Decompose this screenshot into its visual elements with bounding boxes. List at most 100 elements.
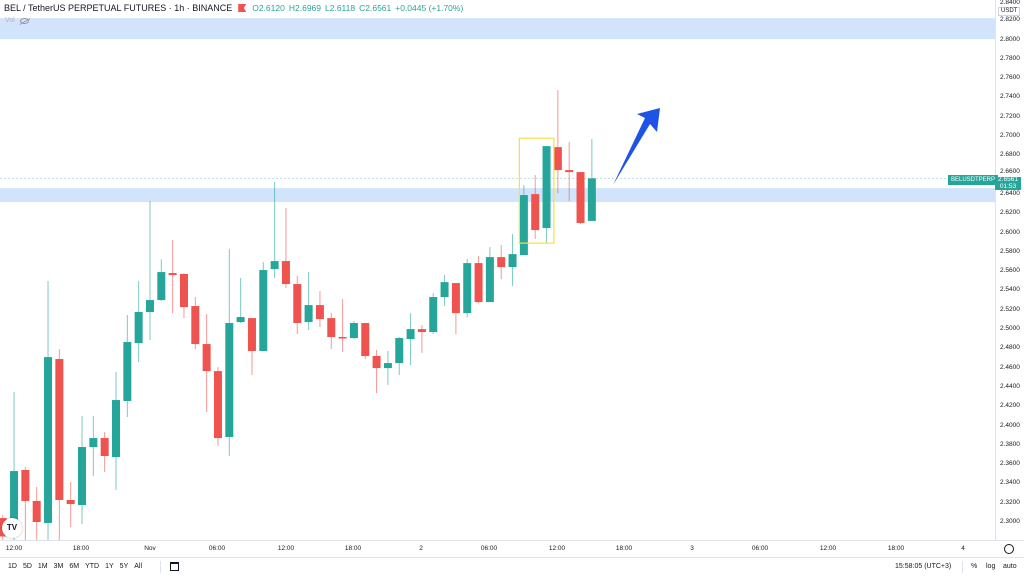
price-tick: 2.3400 — [1000, 479, 1020, 487]
candle-down — [531, 194, 540, 231]
range-5y[interactable]: 5Y — [119, 563, 129, 570]
time-tick: 12:00 — [5, 545, 23, 552]
candle-down — [417, 329, 426, 333]
candle-down — [338, 337, 347, 339]
candle-up — [225, 323, 234, 437]
candle-up — [89, 438, 98, 448]
time-tick: 18:00 — [887, 545, 905, 552]
price-tick: 2.7400 — [1000, 93, 1020, 101]
symbol-title[interactable]: BEL / TetherUS PERPETUAL FUTURES · 1h · … — [4, 3, 233, 13]
price-tick: 2.3000 — [1000, 518, 1020, 525]
range-6m[interactable]: 6M — [69, 563, 80, 570]
time-tick: 12:00 — [819, 545, 837, 552]
time-axis[interactable]: 12:00 18:00 Nov 06:00 12:00 18:00 2 06:00 12:00 1… — [0, 540, 1024, 557]
tradingview-logo[interactable]: TV — [2, 518, 22, 538]
price-tick: 2.3200 — [1000, 498, 1020, 506]
time-tick: 2 — [419, 545, 423, 552]
range-1m[interactable]: 1M — [37, 563, 48, 570]
up-arrow-drawing — [613, 108, 660, 185]
candle-down — [179, 273, 188, 308]
candle-down — [55, 359, 64, 500]
change-value: +0.0445 (+1.70%) — [395, 3, 464, 13]
eye-hidden-icon[interactable] — [19, 17, 29, 24]
clock[interactable]: 15:58:05 (UTC+3) — [895, 563, 952, 570]
candle-up — [145, 300, 154, 313]
candle-down — [21, 469, 30, 501]
time-tick: 18:00 — [72, 545, 90, 552]
candle-down — [66, 499, 75, 505]
highlight-box — [518, 137, 555, 244]
candle-up — [259, 270, 268, 352]
bottom-toolbar: 1D 5D 1M 3M 6M YTD 1Y 5Y All 15:58:05 (UTC+3) % … — [0, 557, 1024, 576]
time-tick: 06:00 — [751, 545, 769, 552]
range-ytd[interactable]: YTD — [85, 563, 100, 570]
price-tick: 2.7000 — [1000, 132, 1020, 139]
price-tick: 2.8200 — [1000, 16, 1020, 24]
candle-up — [10, 471, 19, 537]
calendar-goto-icon[interactable] — [170, 562, 179, 571]
price-tick: 2.4400 — [1000, 382, 1020, 390]
candle-up — [587, 178, 596, 221]
candle-up — [157, 272, 166, 301]
range-3m[interactable]: 3M — [53, 563, 64, 570]
candle-up — [270, 261, 279, 270]
candle-up — [429, 297, 438, 333]
candle-down — [327, 318, 336, 338]
candle-up — [395, 338, 404, 364]
price-tick: 2.6000 — [1000, 228, 1020, 236]
open-value: O2.6120 — [252, 3, 285, 13]
candle-down — [32, 500, 41, 522]
candle-up — [349, 323, 358, 339]
time-tick: Nov — [144, 545, 156, 552]
candle-down — [497, 257, 506, 268]
candle-up — [542, 146, 551, 229]
close-value: C2.6561 — [359, 3, 392, 13]
price-tick: 2.6200 — [1000, 209, 1020, 217]
flag-icon[interactable] — [238, 4, 247, 12]
price-tick: 2.4200 — [1000, 402, 1020, 410]
candle-up — [485, 257, 494, 303]
candle-down — [451, 283, 460, 314]
candle-down — [213, 371, 222, 439]
candle-down — [553, 147, 562, 171]
range-5d[interactable]: 5D — [22, 563, 32, 570]
price-tick: 2.5400 — [1000, 286, 1020, 294]
range-all[interactable]: All — [134, 563, 143, 570]
range-1d[interactable]: 1D — [8, 563, 17, 570]
time-tick: 06:00 — [480, 545, 498, 552]
candle-down — [247, 318, 256, 352]
currency-label[interactable]: USDT — [998, 7, 1021, 16]
support-resistance-zone — [0, 18, 995, 40]
candle-up — [519, 195, 528, 256]
candle-up — [463, 263, 472, 314]
auto-toggle[interactable]: auto — [1003, 563, 1017, 570]
candle-up — [406, 329, 415, 340]
price-tick: 2.7200 — [1000, 112, 1020, 120]
time-tick: 3 — [690, 545, 694, 552]
candle-down — [315, 305, 324, 320]
range-1y[interactable]: 1Y — [105, 563, 114, 570]
symbol-price-label: BELUSDTPERP — [948, 175, 999, 185]
candle-up — [44, 357, 53, 523]
price-tick: 2.5200 — [1000, 305, 1020, 313]
price-tick: 2.5800 — [1000, 247, 1020, 255]
candle-up — [123, 342, 132, 401]
last-price-label: 2.6561 01:53 — [995, 176, 1021, 190]
percent-toggle[interactable]: % — [971, 563, 978, 570]
time-tick: 4 — [961, 545, 965, 552]
price-chart[interactable] — [0, 0, 995, 540]
candle-up — [304, 305, 313, 323]
price-tick: 2.3600 — [1000, 460, 1020, 468]
divider — [160, 561, 161, 573]
candle-up — [508, 254, 517, 268]
divider — [962, 561, 963, 573]
price-tick: 2.6600 — [1000, 167, 1020, 175]
price-tick: 2.6400 — [1000, 189, 1020, 197]
price-tick: 2.7800 — [1000, 54, 1020, 62]
log-toggle[interactable]: log — [986, 563, 996, 570]
settings-gear-icon[interactable] — [1004, 544, 1014, 554]
time-tick: 12:00 — [548, 545, 566, 552]
time-tick: 18:00 — [615, 545, 633, 552]
price-axis[interactable]: USDT 2.8400 2.8200 2.8000 2.7800 2.7600 2.740… — [995, 0, 1024, 540]
logo-text: TV — [6, 523, 18, 532]
